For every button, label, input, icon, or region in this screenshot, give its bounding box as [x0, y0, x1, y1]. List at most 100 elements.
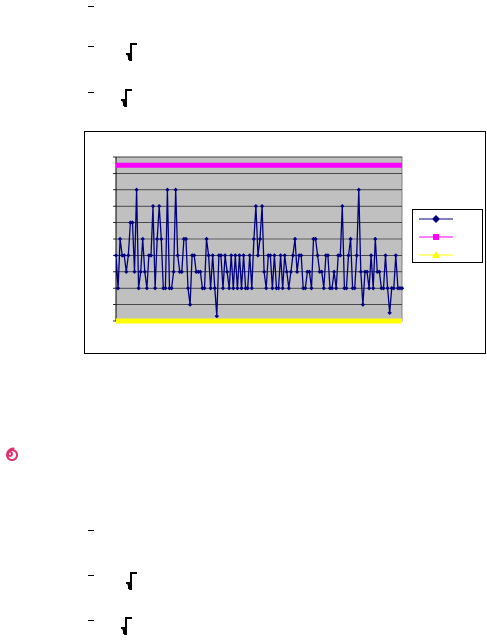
data-point — [229, 253, 234, 258]
data-point — [173, 187, 178, 192]
data-point — [284, 269, 289, 274]
data-point — [399, 286, 405, 291]
data-point — [280, 286, 285, 291]
radical-icon — [119, 615, 133, 640]
data-point — [115, 286, 121, 291]
data-point — [210, 253, 215, 258]
data-point — [148, 253, 154, 258]
dash-marker — [88, 530, 94, 531]
data-point — [237, 253, 242, 258]
data-point — [259, 204, 265, 209]
data-point — [358, 269, 364, 274]
data-point — [261, 269, 267, 274]
data-point — [117, 236, 123, 242]
data-point — [290, 253, 296, 258]
data-point — [187, 302, 193, 307]
data-point — [222, 253, 228, 258]
data-point — [175, 253, 180, 258]
data-point — [354, 253, 359, 258]
data-point — [154, 236, 160, 242]
data-point — [329, 286, 335, 291]
data-point — [157, 204, 162, 209]
data-point — [282, 253, 287, 258]
data-point — [134, 187, 139, 192]
data-point — [364, 269, 370, 274]
data-point — [360, 302, 366, 307]
data-point — [206, 253, 211, 258]
data-point — [331, 269, 337, 274]
data-point — [198, 269, 203, 274]
data-point — [183, 236, 189, 242]
data-point — [214, 313, 220, 319]
data-point — [387, 310, 392, 315]
data-point — [340, 204, 345, 209]
data-point — [142, 269, 148, 274]
data-point — [212, 286, 217, 291]
dash-marker — [88, 575, 94, 576]
data-point — [224, 269, 230, 274]
data-point — [239, 286, 244, 291]
radical-icon — [124, 570, 138, 595]
legend-entry-series-2 — [413, 230, 482, 244]
data-point — [220, 286, 226, 291]
data-point — [307, 269, 312, 274]
data-point — [247, 253, 252, 258]
data-point — [391, 286, 396, 291]
dash-marker — [88, 92, 94, 93]
data-point — [278, 253, 283, 258]
data-point — [368, 253, 374, 258]
radical-icon — [119, 87, 133, 112]
data-point — [191, 253, 197, 258]
data-point — [264, 286, 269, 291]
data-point — [325, 253, 331, 258]
data-point — [218, 253, 224, 258]
data-point — [169, 286, 174, 291]
data-point — [132, 269, 137, 274]
data-point — [288, 269, 294, 274]
data-point — [319, 269, 324, 274]
data-point — [356, 187, 361, 192]
data-point — [268, 253, 273, 258]
data-point — [385, 286, 390, 291]
data-point — [276, 286, 281, 291]
dash-marker — [88, 620, 94, 621]
data-point — [150, 204, 156, 209]
data-point — [171, 269, 176, 274]
data-point — [381, 286, 386, 291]
data-point — [321, 286, 327, 291]
data-point — [136, 286, 141, 291]
data-point — [124, 269, 129, 274]
spiral-icon — [2, 446, 18, 462]
data-point — [113, 253, 119, 258]
data-point — [122, 253, 127, 258]
data-point — [165, 187, 170, 192]
data-point — [338, 253, 343, 258]
data-point — [393, 253, 399, 258]
data-point — [152, 286, 158, 291]
data-point — [235, 286, 240, 291]
data-point — [245, 286, 250, 291]
data-point — [159, 236, 164, 242]
legend-swatch-series-3 — [419, 251, 453, 258]
data-point — [233, 253, 238, 258]
data-point — [294, 269, 300, 274]
line-chart — [113, 156, 405, 324]
data-point — [344, 286, 349, 291]
data-point — [383, 253, 388, 258]
data-point — [255, 253, 261, 258]
data-point — [346, 253, 351, 258]
dash-marker — [88, 46, 94, 47]
data-point — [179, 269, 185, 274]
data-point — [241, 253, 246, 258]
data-point — [366, 286, 372, 291]
data-point — [309, 286, 314, 291]
data-point — [333, 286, 339, 291]
data-point — [286, 286, 292, 291]
data-point — [272, 253, 277, 258]
legend-entry-series-1 — [413, 212, 482, 226]
data-point — [163, 286, 168, 291]
data-point — [231, 286, 236, 291]
data-point — [138, 269, 143, 274]
radical-icon — [124, 41, 138, 66]
data-point — [130, 220, 135, 225]
